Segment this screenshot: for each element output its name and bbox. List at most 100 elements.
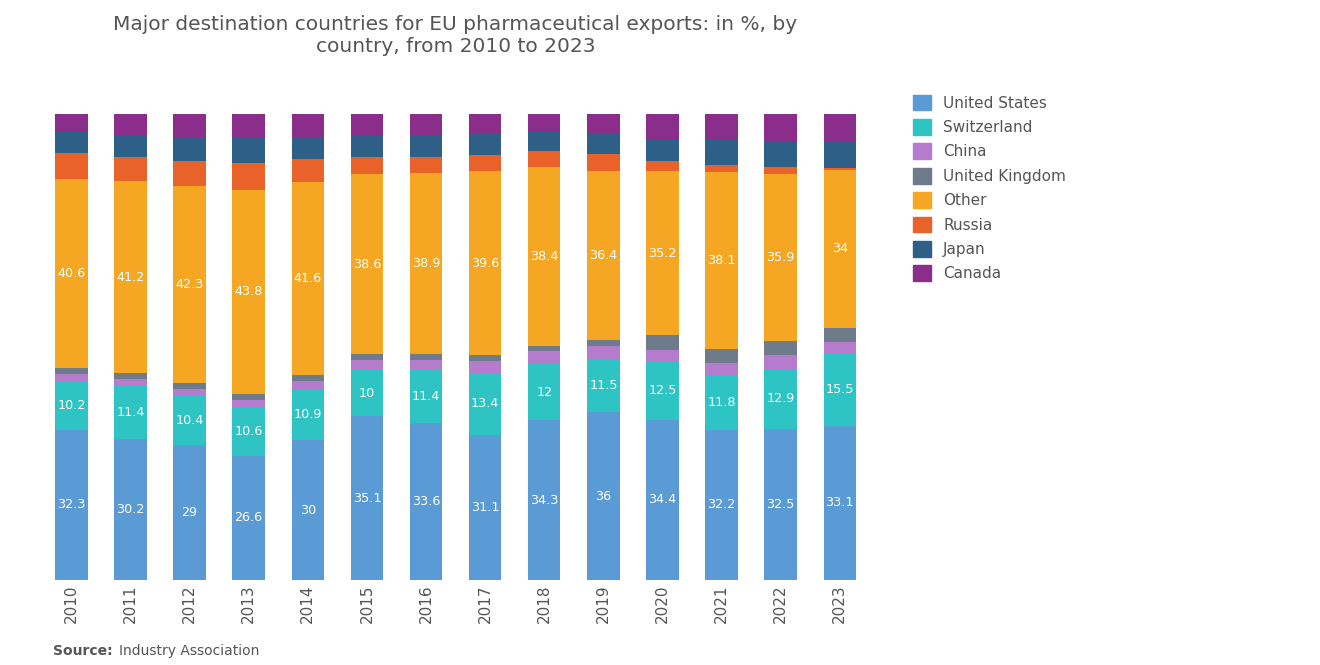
- Bar: [292, 376, 323, 381]
- Text: 13.4: 13.4: [471, 398, 499, 410]
- Text: 15.5: 15.5: [825, 383, 854, 396]
- Bar: [528, 346, 561, 351]
- Bar: [647, 161, 678, 171]
- Bar: [705, 349, 738, 363]
- Bar: [528, 420, 561, 580]
- Bar: [173, 445, 206, 580]
- Bar: [824, 328, 857, 342]
- Bar: [55, 430, 87, 580]
- Bar: [351, 416, 383, 580]
- Text: Source:: Source:: [53, 644, 112, 658]
- Bar: [409, 354, 442, 360]
- Bar: [351, 114, 383, 135]
- Legend: United States, Switzerland, China, United Kingdom, Other, Russia, Japan, Canada: United States, Switzerland, China, Unite…: [912, 94, 1067, 281]
- Text: 42.3: 42.3: [176, 279, 203, 291]
- Bar: [232, 400, 265, 407]
- Text: 11.4: 11.4: [116, 406, 145, 419]
- Text: 31.1: 31.1: [471, 501, 499, 514]
- Bar: [292, 182, 323, 376]
- Bar: [647, 362, 678, 420]
- Bar: [351, 360, 383, 370]
- Bar: [764, 342, 797, 356]
- Bar: [705, 430, 738, 580]
- Text: 10.6: 10.6: [235, 425, 263, 438]
- Bar: [764, 356, 797, 368]
- Bar: [587, 412, 619, 580]
- Bar: [647, 114, 678, 140]
- Text: 30.2: 30.2: [116, 503, 145, 516]
- Bar: [824, 426, 857, 580]
- Bar: [528, 114, 561, 130]
- Bar: [469, 171, 502, 356]
- Bar: [55, 132, 87, 154]
- Bar: [232, 456, 265, 580]
- Bar: [824, 170, 857, 328]
- Bar: [764, 142, 797, 168]
- Bar: [232, 394, 265, 400]
- Text: 36: 36: [595, 489, 611, 503]
- Bar: [705, 114, 738, 140]
- Bar: [173, 390, 206, 396]
- Bar: [705, 363, 738, 375]
- Text: 10.4: 10.4: [176, 414, 203, 427]
- Text: 10.9: 10.9: [293, 408, 322, 422]
- Bar: [55, 368, 87, 374]
- Text: 34: 34: [832, 242, 847, 255]
- Bar: [409, 173, 442, 354]
- Bar: [824, 354, 857, 426]
- Bar: [351, 354, 383, 360]
- Bar: [173, 138, 206, 161]
- Bar: [292, 381, 323, 390]
- Text: 11.8: 11.8: [708, 396, 735, 409]
- Text: 38.1: 38.1: [708, 254, 735, 267]
- Bar: [705, 172, 738, 349]
- Bar: [292, 390, 323, 440]
- Bar: [705, 166, 738, 172]
- Bar: [114, 157, 147, 182]
- Bar: [528, 130, 561, 150]
- Bar: [173, 396, 206, 445]
- Text: Industry Association: Industry Association: [119, 644, 259, 658]
- Bar: [55, 179, 87, 368]
- Bar: [764, 368, 797, 428]
- Bar: [469, 361, 502, 372]
- Bar: [647, 140, 678, 161]
- Bar: [409, 135, 442, 157]
- Bar: [232, 190, 265, 394]
- Text: 33.6: 33.6: [412, 495, 440, 508]
- Bar: [647, 335, 678, 350]
- Bar: [173, 114, 206, 138]
- Text: 35.2: 35.2: [648, 247, 677, 259]
- Bar: [587, 154, 619, 171]
- Bar: [351, 157, 383, 174]
- Bar: [528, 364, 561, 420]
- Bar: [705, 140, 738, 166]
- Bar: [764, 168, 797, 174]
- Bar: [764, 428, 797, 580]
- Bar: [351, 370, 383, 416]
- Bar: [824, 168, 857, 170]
- Bar: [232, 138, 265, 163]
- Text: 33.1: 33.1: [825, 496, 854, 509]
- Bar: [824, 342, 857, 354]
- Bar: [528, 150, 561, 167]
- Bar: [173, 161, 206, 186]
- Bar: [114, 440, 147, 580]
- Text: 41.6: 41.6: [293, 272, 322, 285]
- Text: 38.4: 38.4: [531, 250, 558, 263]
- Bar: [705, 375, 738, 430]
- Bar: [292, 160, 323, 182]
- Bar: [469, 114, 502, 133]
- Bar: [647, 171, 678, 335]
- Text: 35.9: 35.9: [767, 251, 795, 265]
- Bar: [114, 373, 147, 379]
- Bar: [469, 435, 502, 580]
- Bar: [409, 360, 442, 370]
- Bar: [114, 379, 147, 386]
- Bar: [409, 370, 442, 424]
- Bar: [55, 382, 87, 430]
- Text: 12.5: 12.5: [648, 384, 677, 397]
- Bar: [469, 372, 502, 435]
- Bar: [824, 114, 857, 142]
- Text: 35.1: 35.1: [352, 491, 381, 505]
